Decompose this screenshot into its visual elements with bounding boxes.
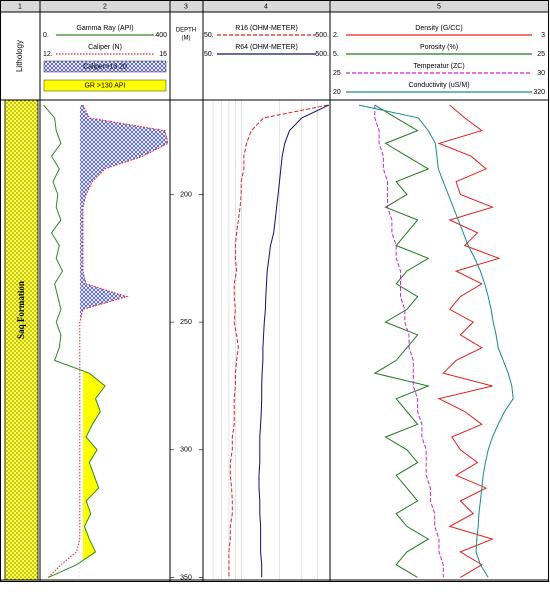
log-curve [358, 104, 514, 578]
scale-label: 3 [541, 32, 545, 39]
threshold-fill [79, 105, 168, 578]
track-number: 2 [103, 3, 107, 10]
lithology-label: Lithology [15, 40, 24, 72]
depth-tick-label: 200 [180, 191, 192, 198]
curve-label: Porosity (%) [420, 44, 458, 51]
log-curve [373, 104, 430, 578]
scale-label: 500. [315, 51, 329, 58]
scale-label: 50. [204, 51, 214, 58]
depth-tick-label: 250 [180, 319, 192, 326]
scale-label: 20 [333, 89, 341, 96]
depth-tick-label: 350 [180, 574, 192, 581]
track-number: 1 [18, 3, 22, 10]
scale-label: 12. [43, 51, 53, 58]
curve-label: Density (G/CC) [415, 25, 462, 32]
fill-legend-box [43, 79, 167, 92]
fill-legend-box [43, 60, 167, 73]
track-number: 4 [264, 3, 268, 10]
log-curve [47, 104, 169, 578]
depth-tick-label: 300 [180, 447, 192, 454]
scale-label: 0. [43, 32, 49, 39]
scale-label: 16 [159, 51, 167, 58]
log-curve [43, 104, 106, 578]
curve-label: Caliper (N) [88, 44, 122, 51]
track-number: 3 [184, 3, 188, 10]
curve-label: Gamma Ray (API) [76, 25, 133, 32]
scale-label: 320 [533, 89, 545, 96]
scale-label: 400 [155, 32, 167, 39]
track-number: 5 [437, 3, 441, 10]
track-number-bar [0, 0, 549, 12]
depth-label: DEPTH [176, 28, 196, 34]
scale-label: 25 [333, 70, 341, 77]
log-curve [258, 104, 330, 578]
frame [0, 0, 549, 582]
scale-label: 500. [315, 32, 329, 39]
fill-legend-label: GR >130 API [84, 82, 125, 89]
plot-layer: 1 2 3 4 5 200 250 300 350 Gamma Ray (API) 0. 400 Cal… [18, 3, 545, 581]
threshold-fill [82, 105, 105, 578]
log-curve [437, 104, 501, 578]
scale-label: 2. [333, 32, 339, 39]
formation-label: Saq Formation [16, 281, 26, 339]
lithology-column [4, 99, 39, 581]
scale-label: 50. [204, 32, 214, 39]
scale-label: 25 [537, 51, 545, 58]
curve-label: Conductivity (uS/M) [408, 82, 469, 89]
fill-legend-label: Caliper>13.20 [83, 63, 127, 70]
depth-unit: (M) [182, 36, 191, 42]
curve-label: Temperatur (ZC) [413, 63, 464, 70]
scale-label: 30 [537, 70, 545, 77]
curve-label: R16 (OHM-METER) [235, 25, 298, 32]
scale-label: 5. [333, 51, 339, 58]
log-curve [374, 105, 444, 578]
log-curve [228, 104, 328, 578]
curve-label: R64 (OHM-METER) [235, 44, 298, 51]
